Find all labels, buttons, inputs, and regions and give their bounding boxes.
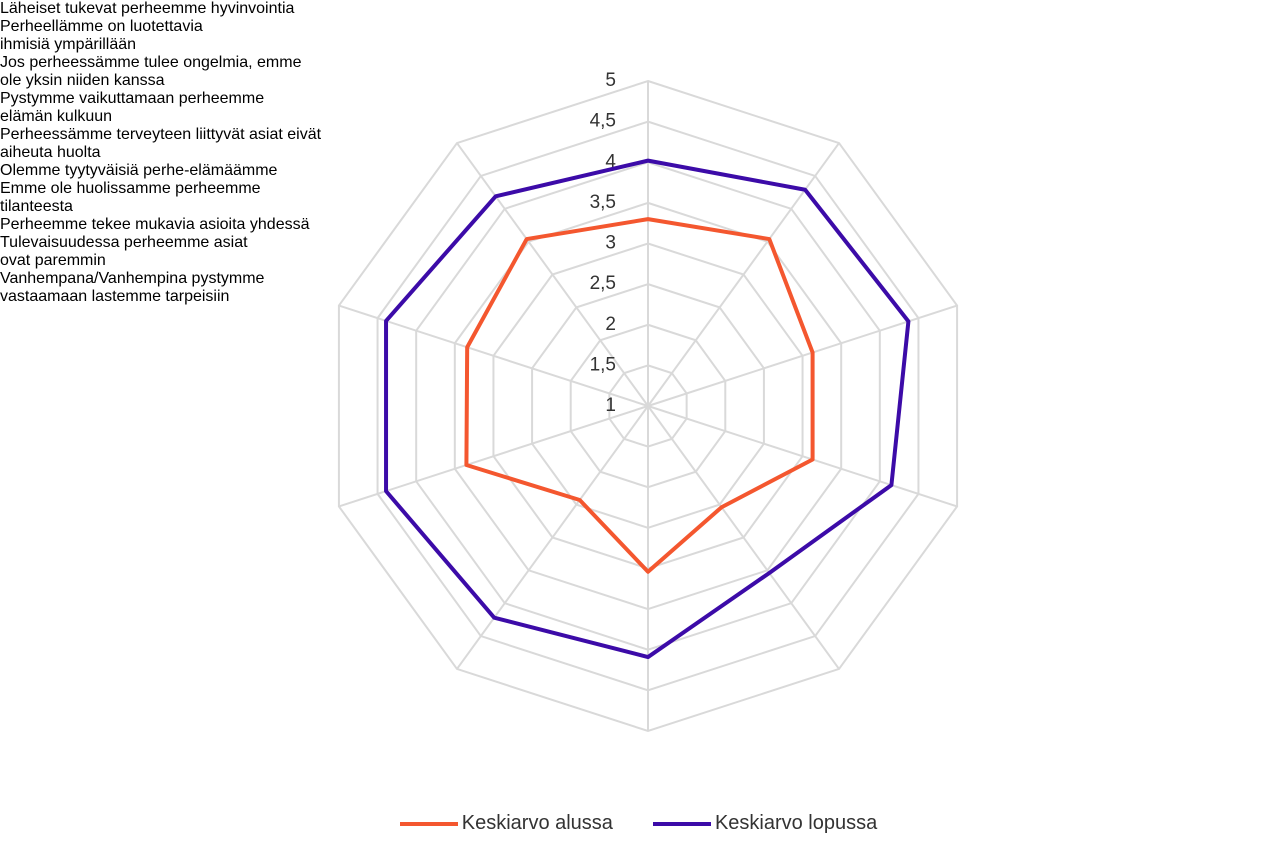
tick-label: 2 xyxy=(605,314,616,335)
legend-swatch xyxy=(399,821,458,826)
legend-item: Keskiarvo lopussa xyxy=(652,812,878,835)
axis-label: Jos perheessämme tulee ongelmia, emme ol… xyxy=(0,54,302,89)
axis-label: Läheiset tukevat perheemme hyvinvointia xyxy=(0,0,295,17)
axis-label: Olemme tyytyväisiä perhe-elämäämme xyxy=(0,162,278,179)
tick-label: 1 xyxy=(605,395,616,416)
spoke xyxy=(338,304,649,407)
legend-label: Keskiarvo alussa xyxy=(461,812,613,834)
spoke xyxy=(456,405,649,670)
legend-item: Keskiarvo alussa xyxy=(399,812,613,835)
legend: Keskiarvo alussa Keskiarvo lopussa xyxy=(0,812,1277,835)
tick-label: 1,5 xyxy=(590,354,616,375)
axis-label: Emme ole huolissamme perheemme tilantees… xyxy=(0,180,261,215)
axis-label: Tulevaisuudessa perheemme asiat ovat par… xyxy=(0,234,248,269)
spoke xyxy=(456,142,649,407)
axis-label: Vanhempana/Vanhempina pystymme vastaamaa… xyxy=(0,270,265,305)
tick-label: 5 xyxy=(605,70,616,91)
tick-label: 4,5 xyxy=(590,111,616,132)
tick-label: 2,5 xyxy=(590,273,616,294)
axis-label: Perheellämme on luotettavia ihmisiä ympä… xyxy=(0,18,203,53)
spoke xyxy=(647,405,958,508)
series-line xyxy=(464,217,815,574)
legend-label: Keskiarvo lopussa xyxy=(714,812,878,834)
tick-label: 3,5 xyxy=(590,192,616,213)
axis-label: Perheessämme terveyteen liittyvät asiat … xyxy=(0,126,322,161)
series-line xyxy=(384,158,911,660)
axis-label: Perheemme tekee mukavia asioita yhdessä xyxy=(0,216,310,233)
spoke xyxy=(647,142,840,407)
tick-label: 3 xyxy=(605,233,616,254)
spoke xyxy=(647,405,840,670)
spoke xyxy=(647,304,958,407)
tick-label: 4 xyxy=(605,151,616,172)
legend-swatch xyxy=(652,821,711,826)
axis-label: Pystymme vaikuttamaan perheemme elämän k… xyxy=(0,90,265,125)
spoke xyxy=(338,405,649,508)
